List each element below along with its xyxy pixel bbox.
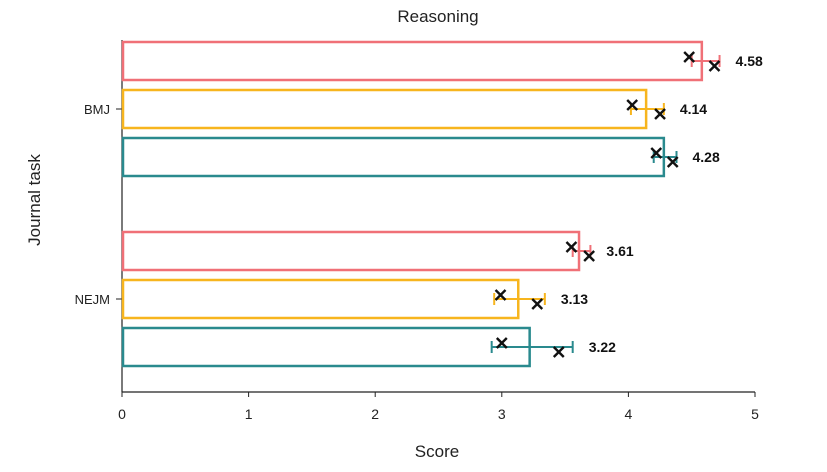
value-label-nejm-red: 3.61 — [606, 243, 633, 259]
x-tick-label-3: 3 — [498, 406, 506, 422]
point-marker-nejm-teal-2 — [552, 346, 565, 358]
chart-title: Reasoning — [397, 7, 478, 26]
point-marker-bmj-red-2 — [708, 60, 721, 72]
point-marker-bmj-red-1 — [683, 51, 696, 63]
point-marker-nejm-red-1 — [565, 241, 578, 253]
y-tick-label-nejm: NEJM — [75, 292, 110, 307]
y-tick-label-bmj: BMJ — [84, 102, 110, 117]
bar-bmj-teal — [121, 136, 666, 178]
x-tick-label-0: 0 — [118, 406, 126, 422]
point-marker-bmj-teal-2 — [666, 156, 679, 168]
bar-nejm-yellow — [121, 278, 520, 320]
value-label-bmj-red: 4.58 — [736, 53, 763, 69]
y-axis-title: Journal task — [25, 154, 44, 246]
point-marker-nejm-yellow-1 — [494, 289, 507, 301]
x-tick-label-5: 5 — [751, 406, 759, 422]
bar-nejm-teal — [121, 326, 531, 368]
point-marker-bmj-teal-1 — [650, 147, 663, 159]
value-label-bmj-yellow: 4.14 — [680, 101, 707, 117]
point-marker-bmj-yellow-1 — [626, 99, 639, 111]
value-label-nejm-yellow: 3.13 — [561, 291, 588, 307]
point-marker-nejm-teal-1 — [495, 337, 508, 349]
bar-bmj-red — [121, 40, 704, 82]
x-tick-label-2: 2 — [371, 406, 379, 422]
plot-area: 0 1 2 3 4 5 BMJ 4.58 4.14 4.28 NEJM 3.61 3.13 3.22 — [75, 40, 763, 422]
x-axis-title: Score — [415, 442, 459, 461]
bar-bmj-yellow — [121, 88, 648, 130]
bar-nejm-red — [121, 230, 581, 272]
value-label-nejm-teal: 3.22 — [589, 339, 616, 355]
x-tick-label-1: 1 — [245, 406, 253, 422]
point-marker-nejm-red-2 — [583, 250, 596, 262]
point-marker-bmj-yellow-2 — [654, 108, 666, 120]
value-label-bmj-teal: 4.28 — [693, 149, 720, 165]
x-tick-label-4: 4 — [625, 406, 633, 422]
point-marker-nejm-yellow-2 — [531, 298, 544, 310]
